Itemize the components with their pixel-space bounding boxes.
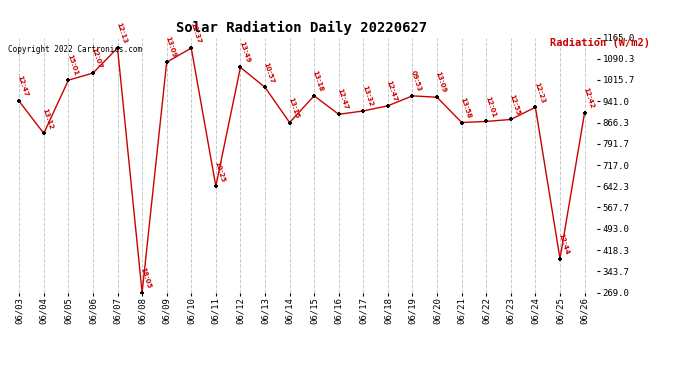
- Point: [555, 256, 566, 262]
- Text: 12:23: 12:23: [533, 81, 545, 104]
- Text: 12:55: 12:55: [509, 93, 521, 116]
- Text: 12:07: 12:07: [90, 47, 103, 70]
- Text: 13:09: 13:09: [435, 71, 447, 94]
- Point: [382, 103, 393, 109]
- Point: [38, 130, 49, 136]
- Text: 13:49: 13:49: [238, 41, 250, 64]
- Point: [308, 93, 319, 99]
- Text: 10:25: 10:25: [213, 160, 226, 183]
- Text: 13:09: 13:09: [164, 36, 177, 59]
- Text: Radiation (W/m2): Radiation (W/m2): [551, 38, 650, 48]
- Text: 12:47: 12:47: [17, 75, 29, 98]
- Text: 18:05: 18:05: [139, 266, 152, 289]
- Text: 15:01: 15:01: [66, 54, 79, 77]
- Text: 12:47: 12:47: [386, 80, 398, 102]
- Point: [333, 111, 344, 117]
- Text: 13:32: 13:32: [361, 85, 373, 108]
- Point: [88, 70, 99, 76]
- Point: [407, 93, 418, 99]
- Point: [14, 98, 25, 104]
- Point: [112, 45, 123, 51]
- Point: [210, 183, 221, 189]
- Text: 13:15: 13:15: [287, 96, 299, 119]
- Point: [481, 118, 492, 124]
- Point: [137, 290, 148, 296]
- Text: 13:12: 13:12: [41, 107, 54, 130]
- Point: [431, 94, 442, 100]
- Text: 12:44: 12:44: [558, 232, 570, 255]
- Point: [186, 45, 197, 51]
- Text: 09:53: 09:53: [410, 69, 422, 92]
- Point: [530, 104, 541, 110]
- Point: [259, 84, 270, 90]
- Text: 12:47: 12:47: [336, 88, 349, 111]
- Text: 10:57: 10:57: [262, 61, 275, 84]
- Point: [284, 120, 295, 126]
- Point: [63, 77, 74, 83]
- Point: [235, 64, 246, 70]
- Point: [505, 117, 516, 123]
- Text: 12:37: 12:37: [189, 22, 201, 45]
- Text: 12:01: 12:01: [484, 95, 496, 118]
- Point: [358, 108, 369, 114]
- Text: 12:13: 12:13: [115, 22, 128, 45]
- Text: Copyright 2022 Cartronics.com: Copyright 2022 Cartronics.com: [8, 45, 142, 54]
- Point: [456, 120, 467, 126]
- Text: 13:58: 13:58: [460, 96, 472, 119]
- Point: [161, 59, 172, 65]
- Text: 12:42: 12:42: [582, 87, 595, 109]
- Text: 13:18: 13:18: [312, 69, 324, 92]
- Title: Solar Radiation Daily 20220627: Solar Radiation Daily 20220627: [176, 21, 428, 35]
- Point: [579, 110, 590, 116]
